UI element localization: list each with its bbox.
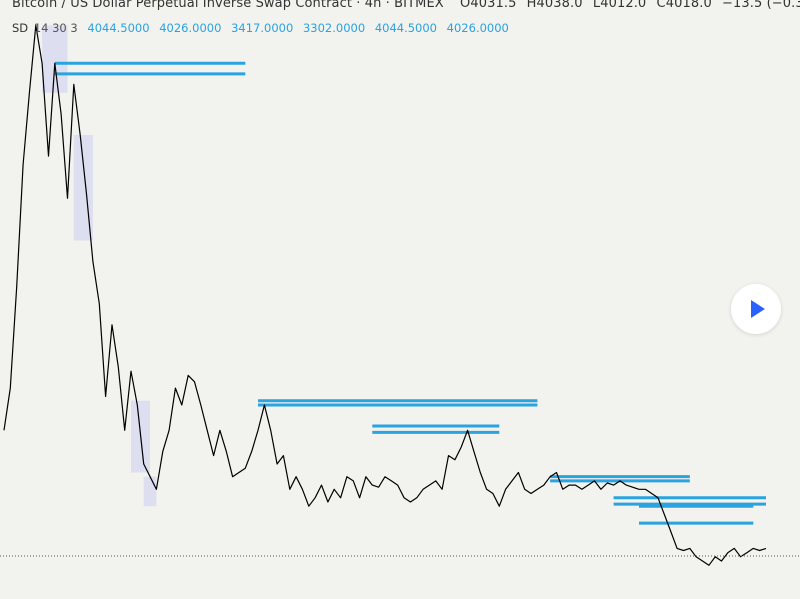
study-value: 4026.0000 — [159, 21, 222, 35]
study-value: 4044.5000 — [374, 21, 438, 35]
low-value: L4012.0 — [592, 0, 647, 11]
study-value: 4044.5000 — [87, 21, 150, 35]
study-params: 14 30 3 — [33, 21, 78, 35]
study-legend[interactable]: SD 14 30 3 4044.5000 4026.0000 3417.0000… — [12, 21, 509, 35]
study-value: 3302.0000 — [302, 21, 366, 35]
high-value: H4038.0 — [526, 0, 583, 11]
price-series-line — [3, 24, 767, 566]
open-value: O4031.5 — [460, 0, 517, 11]
change-value: −13.5 (−0.33%) — [722, 0, 800, 11]
study-name: SD — [12, 21, 29, 35]
symbol-title: Bitcoin / US Dollar Perpetual Inverse Sw… — [12, 0, 444, 11]
play-icon — [751, 300, 765, 318]
chart-header: Bitcoin / US Dollar Perpetual Inverse Sw… — [12, 0, 800, 11]
supply-demand-zone — [42, 25, 68, 93]
study-value: 4026.0000 — [446, 21, 509, 35]
study-value: 3417.0000 — [231, 21, 294, 35]
supply-demand-zone — [143, 476, 157, 507]
play-button[interactable] — [731, 284, 781, 334]
close-value: C4018.0 — [656, 0, 712, 11]
supply-demand-zone — [73, 134, 93, 241]
ohlc-values: O4031.5 H4038.0 L4012.0 C4018.0 — [454, 0, 716, 11]
